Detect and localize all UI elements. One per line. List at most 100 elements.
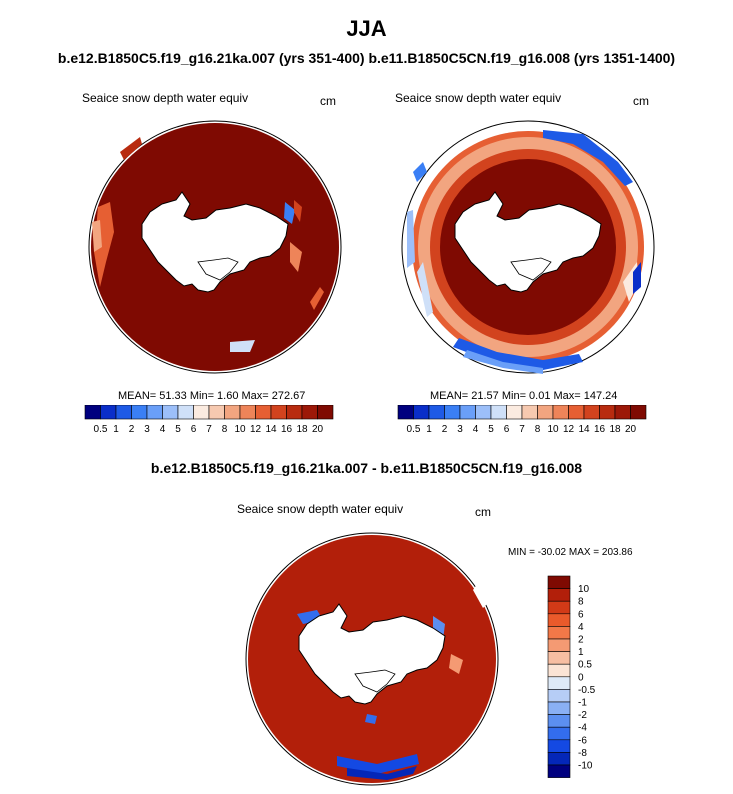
colorbar-tick-label: 14 xyxy=(578,424,590,435)
colorbar-box xyxy=(547,663,571,678)
panel3-antarctica xyxy=(298,603,446,705)
panel1-colorbar-boxes xyxy=(84,405,334,420)
colorbar-tick-label: 10 xyxy=(234,424,246,435)
panel1-units: cm xyxy=(320,94,336,108)
colorbar-tick-label: -6 xyxy=(578,735,587,746)
colorbar-box xyxy=(146,405,163,420)
colorbar-box xyxy=(547,726,571,741)
colorbar-tick-label: 0 xyxy=(578,672,584,683)
colorbar-tick-label: 14 xyxy=(265,424,277,435)
colorbar-box xyxy=(547,575,571,589)
colorbar-tick-label: -0.5 xyxy=(578,685,596,696)
panel3-units: cm xyxy=(475,505,491,519)
panel1-colorbar-labels: 0.5 1 2 3 4 5 6 7 8 10 12 14 16 18 20 xyxy=(94,424,324,435)
colorbar-box xyxy=(547,701,571,715)
colorbar-tick-label: 5 xyxy=(488,424,494,435)
colorbar-tick-label: 8 xyxy=(222,424,228,435)
colorbar-box xyxy=(413,405,430,420)
colorbar-tick-label: 16 xyxy=(281,424,293,435)
colorbar-tick-label: 1 xyxy=(426,424,432,435)
colorbar-box xyxy=(490,405,507,420)
panel1-stats: MEAN= 51.33 Min= 1.60 Max= 272.67 xyxy=(118,390,306,402)
colorbar-tick-label: 8 xyxy=(578,597,584,608)
colorbar-box xyxy=(397,405,414,420)
colorbar-tick-label: 7 xyxy=(206,424,212,435)
colorbar-box xyxy=(614,405,631,420)
colorbar-box xyxy=(547,689,571,703)
panel2-stats: MEAN= 21.57 Min= 0.01 Max= 147.24 xyxy=(430,390,618,402)
colorbar-tick-label: 7 xyxy=(519,424,525,435)
colorbar-tick-label: -4 xyxy=(578,723,587,734)
panel1-title: Seaice snow depth water equiv xyxy=(82,91,249,105)
colorbar-tick-label: 6 xyxy=(191,424,197,435)
colorbar-tick-label: -8 xyxy=(578,748,587,759)
colorbar-box xyxy=(162,405,179,420)
colorbar-box xyxy=(630,405,647,420)
panel3-polar-map xyxy=(245,532,499,786)
colorbar-tick-label: 0.5 xyxy=(578,660,592,671)
colorbar-box xyxy=(301,405,318,420)
colorbar-box xyxy=(547,764,571,778)
panel1-colorbar: 0.5 1 2 3 4 5 6 7 8 10 12 14 16 18 20 xyxy=(84,405,334,435)
difference-title: b.e12.B1850C5.f19_g16.21ka.007 - b.e11.B… xyxy=(150,460,583,476)
colorbar-tick-label: 1 xyxy=(113,424,119,435)
panel2-colorbar-boxes xyxy=(397,405,647,420)
colorbar-box xyxy=(131,405,148,420)
colorbar-tick-label: 4 xyxy=(160,424,166,435)
colorbar-box xyxy=(459,405,476,420)
colorbar-box xyxy=(84,405,101,420)
colorbar-tick-label: 10 xyxy=(578,584,590,595)
colorbar-tick-label: 2 xyxy=(129,424,135,435)
colorbar-box xyxy=(547,714,571,728)
figure-subtitle: b.e12.B1850C5.f19_g16.21ka.007 (yrs 351-… xyxy=(57,50,676,66)
panel2-colorbar-labels: 0.5 1 2 3 4 5 6 7 8 10 12 14 16 18 20 xyxy=(407,424,637,435)
colorbar-box xyxy=(547,588,571,602)
colorbar-box xyxy=(547,651,571,665)
panel3-colorbar-labels: 10 86 4 21 0.50 -0.5 -1-2 -4-6 -8 -10 xyxy=(578,584,596,771)
panel2-antarctica xyxy=(454,191,602,293)
colorbar-tick-label: 8 xyxy=(535,424,541,435)
colorbar-tick-label: -2 xyxy=(578,710,587,721)
colorbar-box xyxy=(547,638,571,652)
colorbar-tick-label: 1 xyxy=(578,647,584,658)
colorbar-box xyxy=(475,405,492,420)
figure-season-title: JJA xyxy=(346,16,387,41)
colorbar-box xyxy=(239,405,256,420)
colorbar-box xyxy=(506,405,523,420)
colorbar-tick-label: 18 xyxy=(296,424,308,435)
colorbar-tick-label: 3 xyxy=(457,424,463,435)
colorbar-box xyxy=(547,752,571,766)
colorbar-box xyxy=(547,613,571,627)
colorbar-box xyxy=(224,405,241,420)
colorbar-tick-label: 10 xyxy=(547,424,559,435)
colorbar-box xyxy=(547,626,571,640)
colorbar-tick-label: 0.5 xyxy=(407,424,421,435)
colorbar-tick-label: 2 xyxy=(442,424,448,435)
colorbar-tick-label: -1 xyxy=(578,698,587,709)
colorbar-tick-label: -10 xyxy=(578,761,593,772)
colorbar-tick-label: 3 xyxy=(144,424,150,435)
colorbar-box xyxy=(547,600,571,615)
colorbar-box xyxy=(537,405,554,420)
colorbar-box xyxy=(428,405,445,420)
colorbar-box xyxy=(583,405,600,420)
colorbar-box xyxy=(100,405,117,420)
colorbar-box xyxy=(547,739,571,753)
colorbar-box xyxy=(270,405,287,420)
colorbar-box xyxy=(444,405,461,420)
colorbar-box xyxy=(599,405,616,420)
panel3-title: Seaice snow depth water equiv xyxy=(237,502,404,516)
panel1-polar-map xyxy=(88,120,342,374)
colorbar-box xyxy=(568,405,585,420)
colorbar-tick-label: 12 xyxy=(250,424,262,435)
panel2-title: Seaice snow depth water equiv xyxy=(395,91,562,105)
colorbar-box xyxy=(521,405,538,420)
colorbar-box xyxy=(193,405,210,420)
colorbar-box xyxy=(255,405,272,420)
colorbar-tick-label: 5 xyxy=(175,424,181,435)
colorbar-box xyxy=(547,676,571,690)
colorbar-tick-label: 4 xyxy=(578,622,584,633)
panel2-colorbar: 0.5 1 2 3 4 5 6 7 8 10 12 14 16 18 20 xyxy=(397,405,647,435)
panel1-antarctica xyxy=(141,191,289,293)
colorbar-box xyxy=(115,405,132,420)
